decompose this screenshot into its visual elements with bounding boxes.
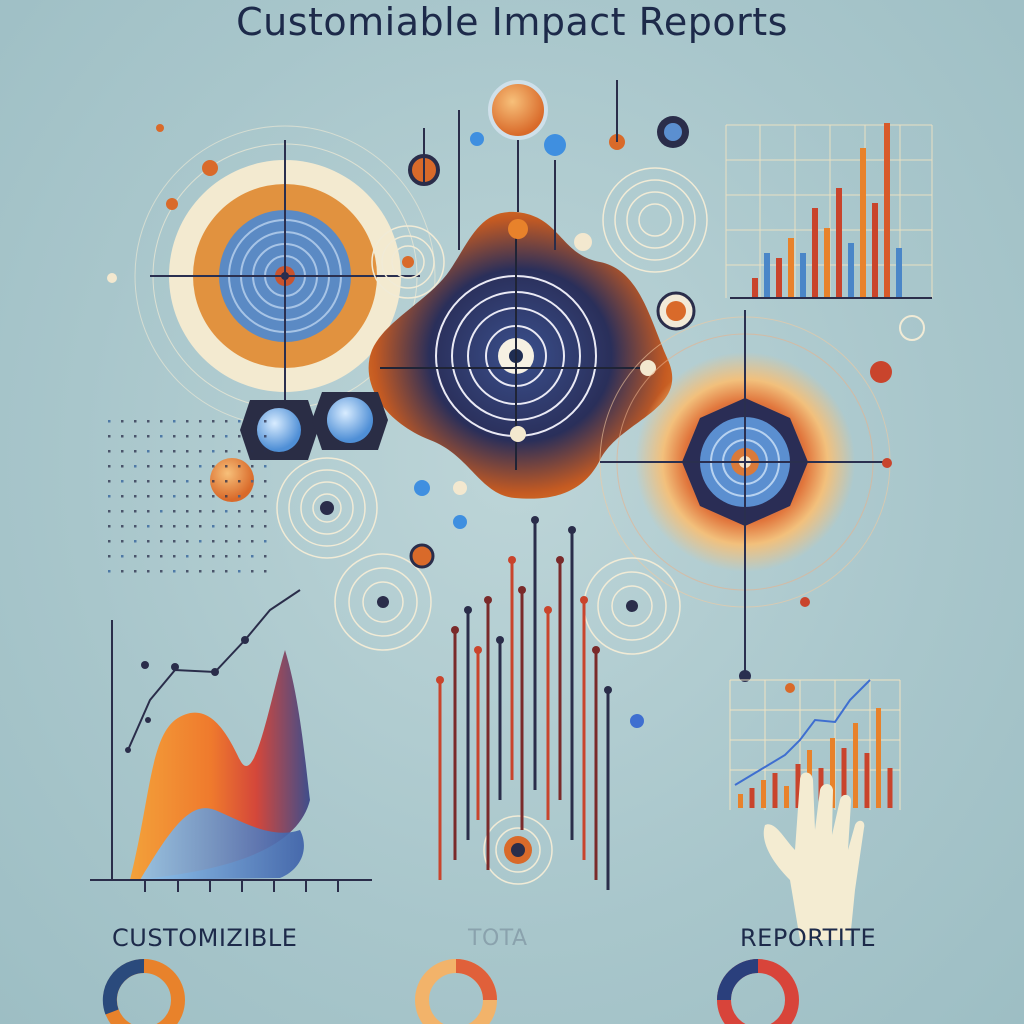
- section-label-customizible: CUSTOMIZIBLE: [112, 924, 298, 952]
- left-target-circle: [134, 125, 436, 427]
- section-label-reportite: REPORTITE: [740, 924, 877, 952]
- section-label-tota: TOTA: [468, 926, 528, 951]
- center-gear-blob: [368, 211, 673, 499]
- page-title: Customiable Impact Reports: [236, 0, 788, 44]
- vertical-stalks: [284, 80, 618, 250]
- bottom-right-bar-chart: [729, 679, 901, 810]
- decorative-dots: [107, 80, 925, 864]
- dot-grid: [108, 420, 267, 573]
- hand-illustration: [763, 772, 865, 940]
- center-stripe-chart: [436, 516, 612, 890]
- top-right-bar-chart: [725, 123, 933, 299]
- bottom-donut-charts: [102, 958, 799, 1024]
- hexagon-gems: [240, 392, 388, 460]
- right-target-circle: [599, 310, 892, 682]
- left-wave-chart: [90, 589, 372, 892]
- decorative-rings: [276, 167, 708, 885]
